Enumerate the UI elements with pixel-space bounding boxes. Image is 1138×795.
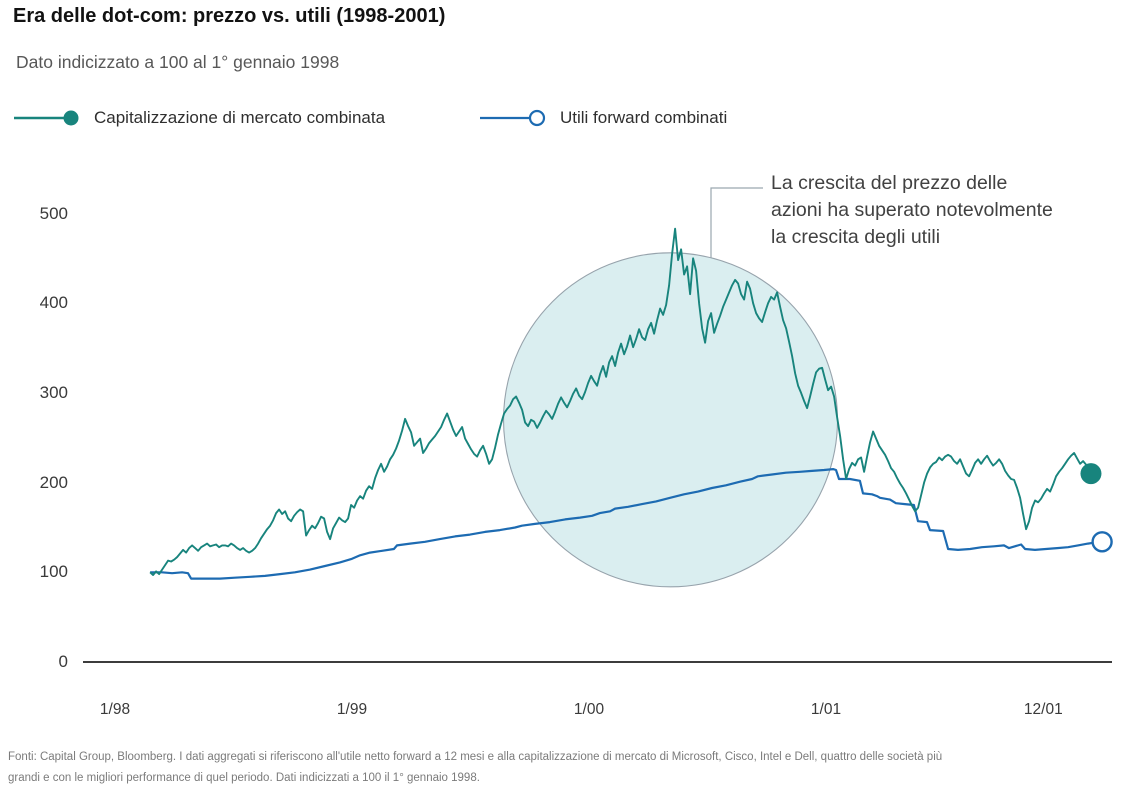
x-tick-label: 1/99 xyxy=(336,701,368,718)
highlight-circle xyxy=(502,252,839,588)
legend-earnings-swatch xyxy=(480,109,546,127)
y-tick-label: 500 xyxy=(39,203,68,223)
legend-item-market-cap: Capitalizzazione di mercato combinata xyxy=(13,107,385,129)
market-cap-end-marker xyxy=(1080,463,1102,485)
open-dot-icon xyxy=(528,109,546,127)
y-tick-label: 200 xyxy=(39,472,68,492)
source-footnote: Fonti: Capital Group, Bloomberg. I dati … xyxy=(8,751,943,784)
market-cap-line xyxy=(149,227,1087,576)
filled-dot-icon xyxy=(63,110,79,126)
x-tick-label: 1/01 xyxy=(810,701,842,718)
chart-title: Era delle dot-com: prezzo vs. utili (199… xyxy=(13,5,446,27)
x-tick-label: 12/01 xyxy=(1023,701,1063,718)
y-tick-label: 100 xyxy=(39,562,68,582)
x-tick-label: 1/00 xyxy=(573,701,605,718)
annotation-text: La crescita del prezzo delle azioni ha s… xyxy=(771,172,1053,248)
legend-item-forward-earnings: Utili forward combinati xyxy=(479,107,727,129)
legend-market-cap-swatch xyxy=(14,110,79,126)
forward-earnings-line xyxy=(150,468,1095,580)
y-tick-label: 300 xyxy=(39,382,68,402)
legend-market-cap-label: Capitalizzazione di mercato combinata xyxy=(94,108,386,127)
x-tick-label: 1/98 xyxy=(99,701,131,718)
annotation-callout-line xyxy=(710,187,763,258)
y-tick-label: 0 xyxy=(58,652,68,671)
chart-subtitle: Dato indicizzato a 100 al 1° gennaio 199… xyxy=(16,52,340,72)
forward-earnings-end-marker xyxy=(1091,531,1113,553)
legend-forward-earnings-label: Utili forward combinati xyxy=(560,108,728,127)
y-tick-label: 400 xyxy=(39,293,68,313)
